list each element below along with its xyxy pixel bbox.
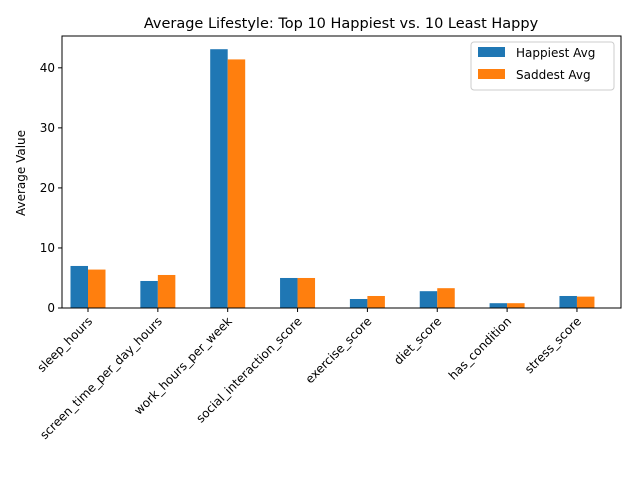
bar-saddest-social_interaction_score	[297, 277, 316, 308]
bar-happiest-exercise_score	[349, 298, 368, 308]
y-tick-label: 30	[40, 121, 55, 135]
y-tick-label: 20	[40, 181, 55, 195]
bar-happiest-stress_score	[559, 295, 577, 308]
bar-saddest-screen_time_per_day_hours	[157, 274, 176, 308]
x-tick-label-sleep_hours: sleep_hours	[35, 314, 96, 375]
legend-label-happiest: Happiest Avg	[516, 46, 595, 60]
legend-label-saddest: Saddest Avg	[516, 68, 591, 82]
bar-happiest-sleep_hours	[70, 265, 88, 308]
bar-happiest-has_condition	[489, 303, 508, 308]
y-axis: 0 10 20 30 40	[40, 61, 62, 315]
bar-saddest-work_hours_per_week	[227, 59, 246, 308]
x-tick-label-diet_score: diet_score	[391, 314, 444, 367]
y-tick-label: 0	[47, 301, 55, 315]
x-axis: sleep_hoursscreen_time_per_day_hourswork…	[35, 308, 584, 442]
y-tick-label: 40	[40, 61, 55, 75]
x-tick-label-screen_time_per_day_hours: screen_time_per_day_hours	[37, 314, 165, 442]
y-tick-label: 10	[40, 241, 55, 255]
bar-saddest-exercise_score	[367, 295, 385, 308]
y-axis-label: Average Value	[14, 130, 28, 216]
chart-title: Average Lifestyle: Top 10 Happiest vs. 1…	[144, 16, 539, 32]
bars-group	[70, 49, 595, 308]
bar-saddest-diet_score	[437, 288, 455, 308]
legend-swatch-saddest	[478, 69, 505, 79]
bar-saddest-has_condition	[507, 303, 525, 308]
bar-happiest-screen_time_per_day_hours	[140, 280, 158, 308]
bar-happiest-work_hours_per_week	[210, 49, 228, 308]
x-tick-label-exercise_score: exercise_score	[303, 314, 375, 386]
bar-happiest-social_interaction_score	[280, 277, 298, 308]
legend-box	[470, 41, 615, 91]
x-tick-label-has_condition: has_condition	[446, 314, 514, 382]
bar-happiest-diet_score	[419, 291, 438, 308]
x-tick-label-stress_score: stress_score	[522, 314, 584, 376]
bar-saddest-stress_score	[576, 296, 595, 308]
bar-saddest-sleep_hours	[88, 269, 106, 308]
legend-swatch-happiest	[478, 47, 505, 57]
legend: Happiest Avg Saddest Avg	[470, 41, 615, 91]
plot-frame	[61, 35, 622, 309]
